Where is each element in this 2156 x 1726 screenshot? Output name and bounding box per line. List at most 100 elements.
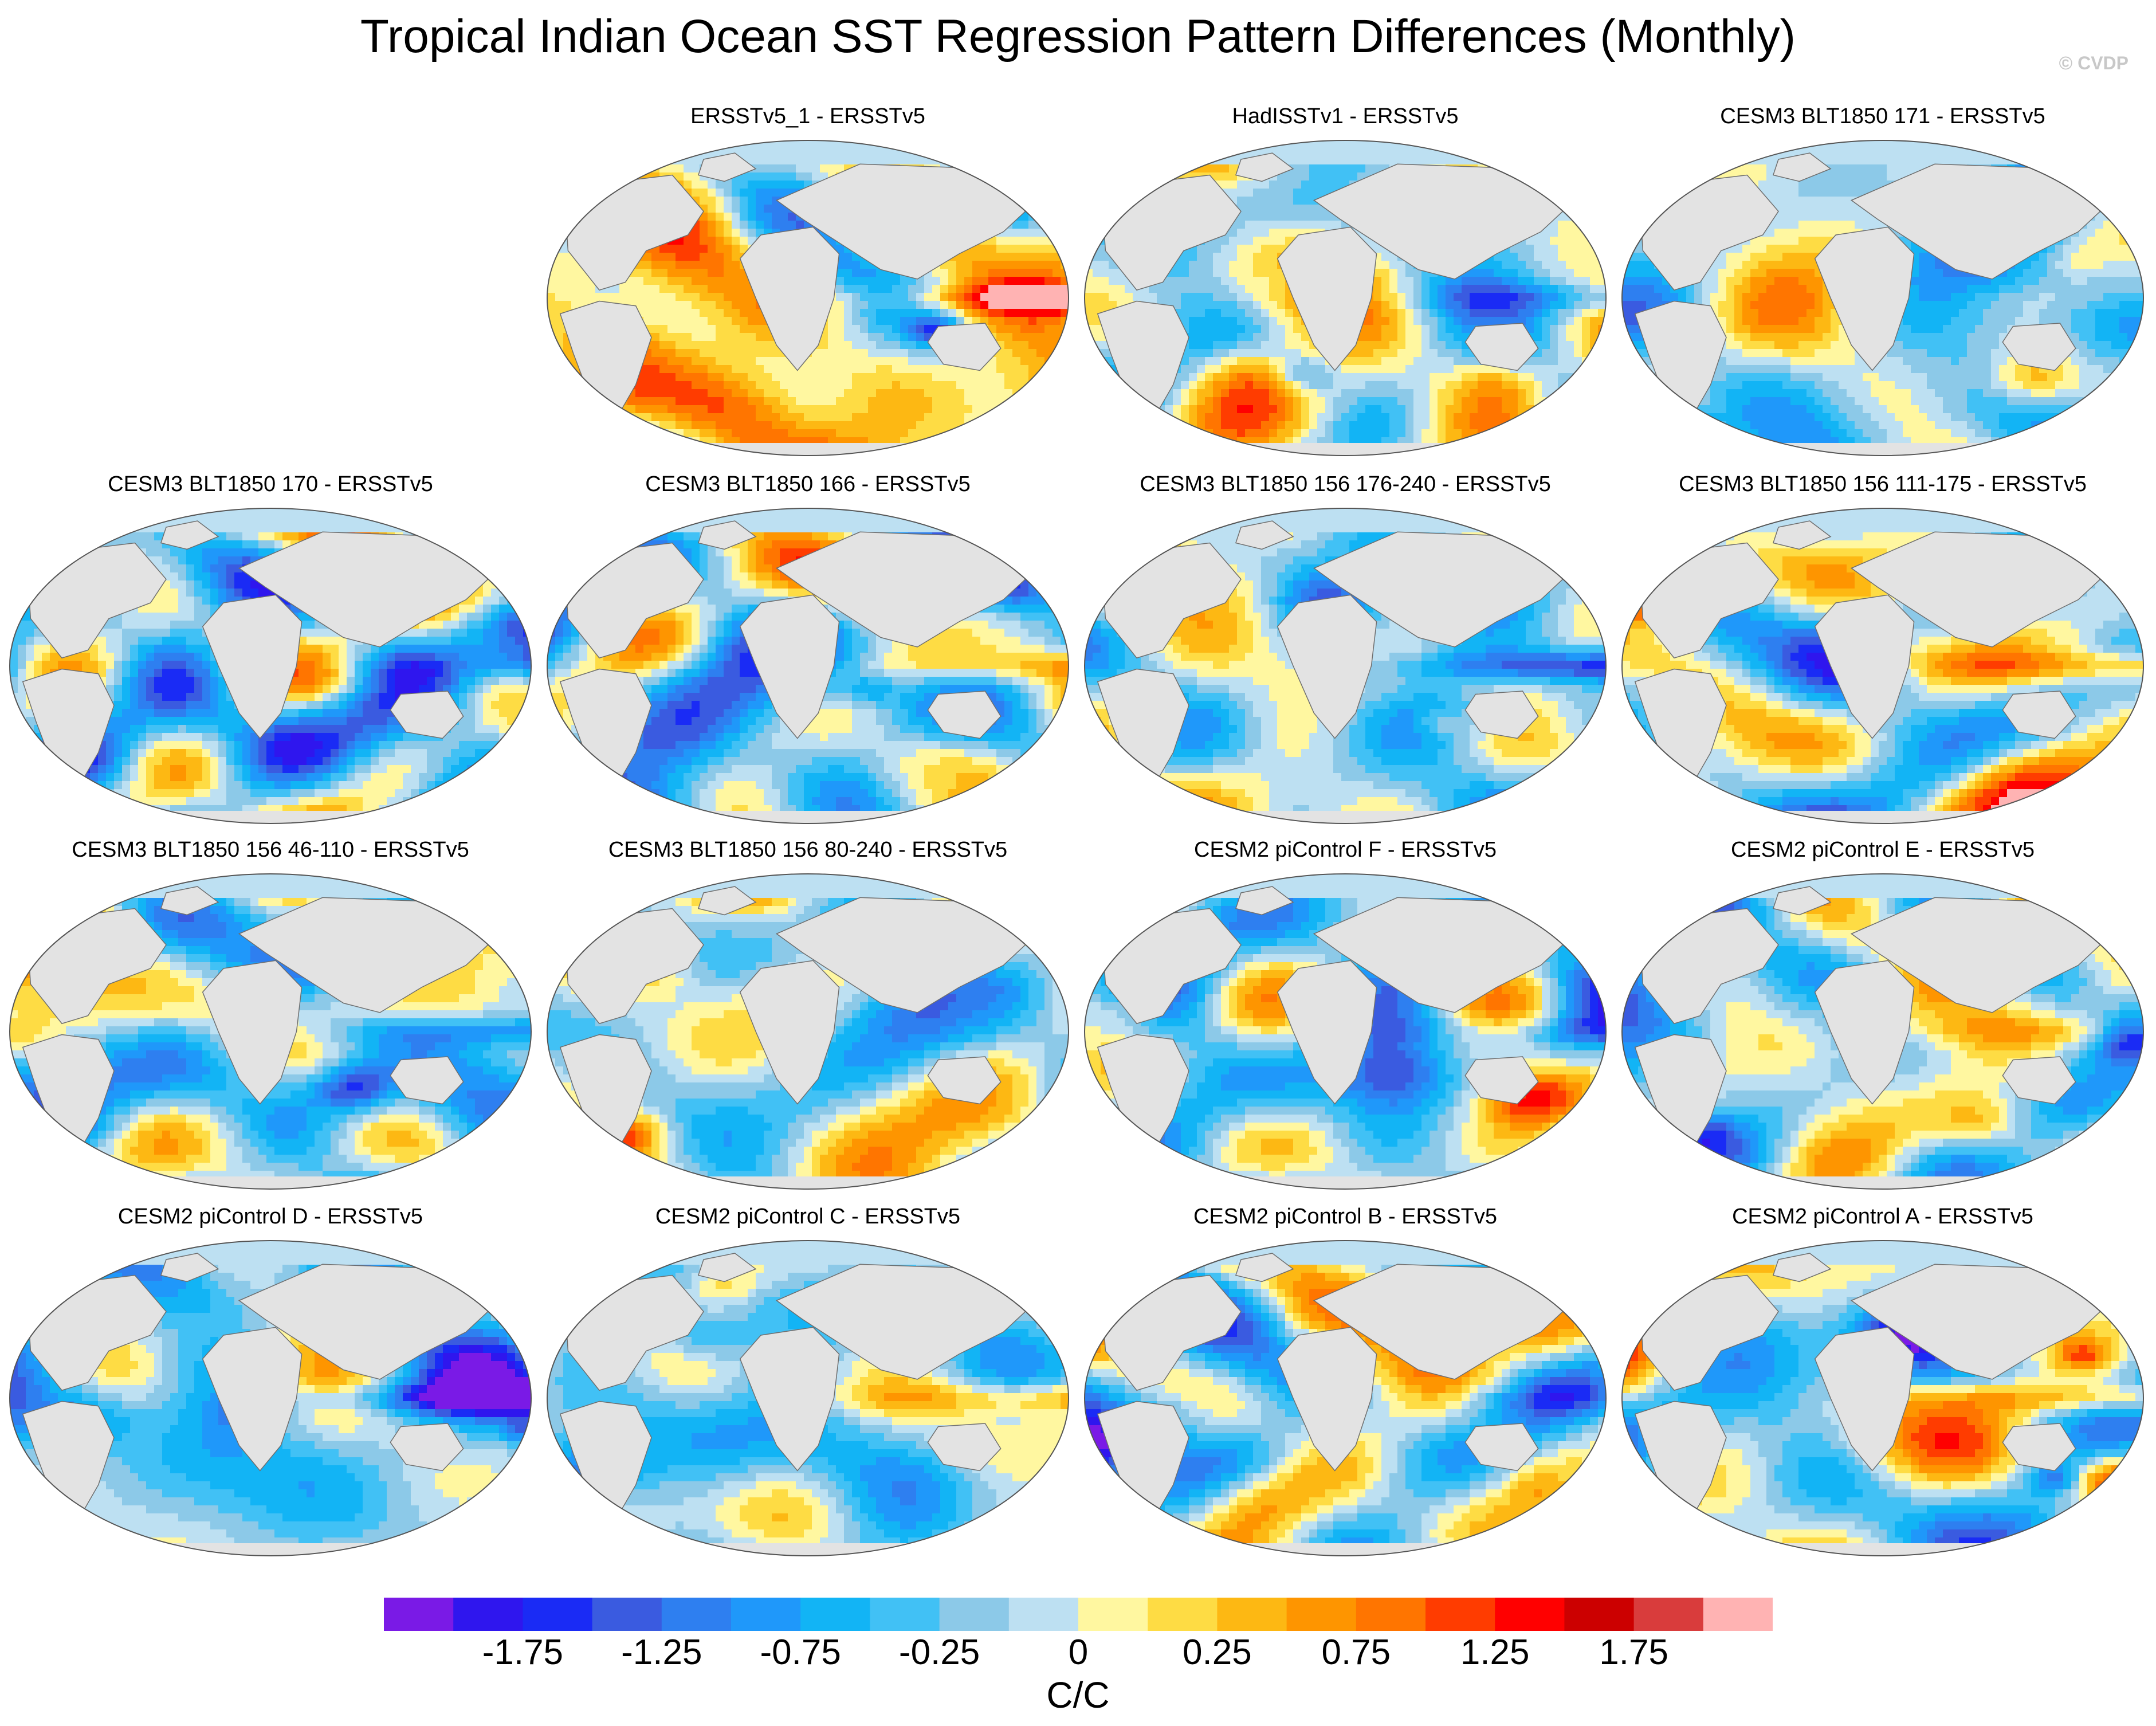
land-mass [238,531,501,648]
land-mass [390,1056,464,1105]
map-panel: CESM2 piControl E - ERSSTv5 [1619,837,2146,1203]
colorbar-tick-label: 1.75 [1599,1632,1668,1673]
robinson-map [1084,140,1607,456]
sst-field [10,508,531,823]
land-mass [927,1423,1002,1472]
panel-title: CESM2 piControl C - ERSSTv5 [544,1203,1071,1230]
colorbar-swatch [870,1598,940,1631]
land-mass [1772,520,1832,550]
land-mass [1464,323,1539,371]
map-panel: CESM2 piControl B - ERSSTv5 [1082,1203,1609,1570]
robinson-map [1084,508,1607,824]
map-panel: CESM3 BLT1850 156 80-240 - ERSSTv5 [544,837,1071,1203]
panel-title: CESM3 BLT1850 156 46-110 - ERSSTv5 [7,837,534,863]
sst-field [1085,1241,1606,1556]
colorbar-swatch [523,1598,593,1631]
map-border [547,873,1069,1190]
land-mass [739,960,840,1105]
robinson-map [9,508,532,824]
land-mass [697,520,757,550]
land-mass [202,1327,303,1472]
colorbar-tick-label: 0.75 [1321,1632,1391,1673]
land-mass [1277,1327,1377,1472]
map-border [1084,140,1607,456]
panel-title: CESM2 piControl A - ERSSTv5 [1619,1203,2146,1230]
land-mass [1850,1264,2113,1380]
colorbar-tick-label: -0.25 [899,1632,980,1673]
antarctica [1085,443,1606,456]
map-border [9,873,532,1190]
land-mass [2002,323,2076,371]
antarctica [547,443,1069,456]
robinson-map [1621,1240,2144,1556]
robinson-map [1621,873,2144,1190]
panel-title: CESM2 piControl B - ERSSTv5 [1082,1203,1609,1230]
panel-title: CESM3 BLT1850 166 - ERSSTv5 [544,471,1071,497]
robinson-map [9,1240,532,1556]
map-border [1621,508,2144,824]
map-panel: CESM2 piControl D - ERSSTv5 [7,1203,534,1570]
colorbar-swatch [1633,1598,1704,1631]
figure-title: Tropical Indian Ocean SST Regression Pat… [0,8,2156,65]
antarctica [10,1543,531,1556]
colorbar-tick-label: 0.25 [1183,1632,1252,1673]
colorbar-swatch [1148,1598,1218,1631]
sst-field [1085,508,1606,823]
sst-field [1622,874,2143,1189]
map-panel: CESM3 BLT1850 156 46-110 - ERSSTv5 [7,837,534,1203]
colorbar-swatch [592,1598,662,1631]
antarctica [1622,1176,2143,1189]
colorbar-swatch [661,1598,732,1631]
map-border [547,508,1069,824]
colorbar-tick-label: -1.75 [482,1632,563,1673]
robinson-map [9,873,532,1190]
land-mass [1313,163,1576,280]
land-mass [1277,226,1377,371]
antarctica [1622,1543,2143,1556]
sst-field [547,1241,1069,1556]
colorbar-tick-label: -1.25 [621,1632,702,1673]
colorbar-tick-labels: -1.75 -1.25 -0.75 -0.25 0 0.25 0.75 1.25 1.75 [384,1632,1773,1678]
land-mass [1313,531,1576,648]
colorbar-swatch [1495,1598,1565,1631]
land-mass [1235,152,1294,182]
antarctica [1622,811,2143,823]
colorbar-swatch [1286,1598,1357,1631]
land-mass [1772,1253,1832,1282]
panel-title: CESM2 piControl D - ERSSTv5 [7,1203,534,1230]
land-mass [697,152,757,182]
sst-field [547,874,1069,1189]
robinson-map [1084,873,1607,1190]
panel-title: ERSSTv5_1 - ERSSTv5 [544,103,1071,130]
colorbar-tick-label: -0.75 [760,1632,841,1673]
panel-title: CESM3 BLT1850 171 - ERSSTv5 [1619,103,2146,130]
antarctica [1085,811,1606,823]
land-mass [390,691,464,739]
land-mass [775,897,1038,1013]
land-mass [697,1253,757,1282]
robinson-map [547,140,1069,456]
land-mass [1772,886,1832,916]
land-mass [1313,1264,1576,1380]
colorbar [384,1598,1773,1631]
land-mass [739,1327,840,1472]
land-mass [1235,1253,1294,1282]
colorbar-swatch [800,1598,870,1631]
sst-field [1085,874,1606,1189]
panel-title: CESM2 piControl F - ERSSTv5 [1082,837,1609,863]
panel-title: CESM3 BLT1850 170 - ERSSTv5 [7,471,534,497]
land-mass [1814,1327,1915,1472]
map-border [1621,140,2144,456]
panel-title: HadISSTv1 - ERSSTv5 [1082,103,1609,130]
land-mass [775,163,1038,280]
copyright-label: © CVDP [2059,53,2128,74]
sst-field [1622,140,2143,456]
land-mass [202,960,303,1105]
colorbar-swatch [453,1598,523,1631]
land-mass [1850,897,2113,1013]
sst-field [547,508,1069,823]
map-border [1084,873,1607,1190]
land-mass [1277,960,1377,1105]
colorbar-swatch [1078,1598,1148,1631]
map-border [9,1240,532,1556]
